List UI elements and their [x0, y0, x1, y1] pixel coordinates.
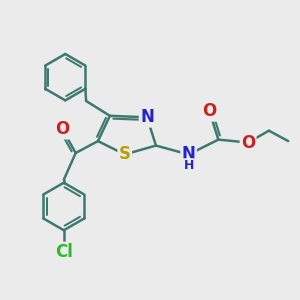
Text: S: S [119, 146, 131, 164]
Text: N: N [140, 108, 154, 126]
Text: H: H [184, 159, 194, 172]
Text: N: N [182, 146, 196, 164]
Text: O: O [241, 134, 255, 152]
Text: O: O [55, 120, 69, 138]
Text: Cl: Cl [55, 243, 73, 261]
Text: O: O [202, 102, 217, 120]
